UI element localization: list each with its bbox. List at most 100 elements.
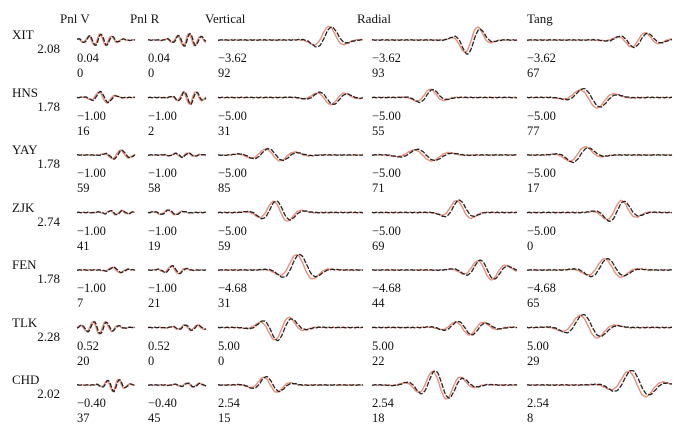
station-distance: 2.02	[37, 386, 60, 401]
observed-trace	[76, 33, 136, 46]
amplitude-label: 0.04	[77, 51, 99, 65]
synthetic-trace	[526, 88, 672, 109]
amplitude-label: −1.00	[77, 166, 106, 180]
station-name: HNS	[12, 84, 39, 100]
observed-trace	[526, 313, 672, 338]
observed-trace	[148, 32, 207, 47]
time-shift-label: 77	[527, 123, 540, 138]
amplitude-label: −4.68	[527, 281, 556, 295]
column-header-pnlr: Pnl R	[130, 11, 160, 26]
observed-trace	[526, 257, 673, 278]
amplitude-label: 0.52	[148, 338, 170, 353]
amplitude-label: 5.00	[218, 338, 240, 353]
time-shift-label: 71	[372, 181, 385, 195]
synthetic-trace	[217, 92, 364, 106]
amplitude-label: −3.62	[372, 51, 401, 65]
amplitude-label: −5.00	[218, 166, 247, 180]
station-distance: 1.78	[37, 156, 60, 171]
observed-trace	[77, 266, 136, 274]
observed-trace	[77, 149, 136, 160]
amplitude-label: −1.00	[148, 108, 177, 123]
observed-trace	[77, 379, 136, 393]
observed-trace	[148, 152, 207, 159]
station-name: ZJK	[12, 199, 35, 215]
time-shift-label: 44	[372, 296, 385, 310]
time-shift-label: 20	[77, 353, 90, 368]
synthetic-trace	[218, 254, 364, 280]
observed-trace	[218, 253, 364, 278]
station-name: XIT	[12, 27, 34, 42]
amplitude-label: −0.40	[77, 396, 106, 410]
amplitude-label: −5.00	[372, 108, 401, 123]
synthetic-trace	[217, 316, 363, 341]
time-shift-label: 0	[527, 238, 534, 253]
observed-trace	[147, 91, 207, 106]
time-shift-label: 65	[527, 296, 540, 310]
amplitude-label: −1.00	[148, 166, 177, 180]
observed-trace	[147, 264, 207, 275]
time-shift-label: 19	[148, 238, 161, 253]
observed-trace	[218, 26, 364, 48]
station-name: CHD	[12, 372, 40, 387]
time-shift-label: 8	[527, 411, 534, 425]
time-shift-label: 41	[77, 238, 90, 253]
synthetic-trace	[218, 25, 364, 46]
time-shift-label: 18	[372, 411, 385, 425]
amplitude-label: −3.62	[527, 51, 556, 65]
amplitude-label: −4.68	[218, 281, 247, 295]
observed-trace	[526, 32, 673, 49]
observed-trace	[526, 87, 672, 108]
amplitude-label: −3.62	[218, 51, 247, 65]
amplitude-label: 0.52	[77, 338, 99, 353]
observed-trace	[147, 324, 207, 331]
time-shift-label: 16	[77, 123, 90, 138]
synthetic-trace	[218, 148, 364, 162]
time-shift-label: 67	[527, 66, 540, 80]
column-header-tang: Tang	[527, 11, 553, 26]
time-shift-label: 59	[77, 181, 90, 195]
station-distance: 1.78	[37, 271, 60, 286]
synthetic-trace	[526, 370, 672, 398]
time-shift-label: 2	[148, 123, 155, 138]
synthetic-trace	[371, 88, 517, 102]
observed-trace	[217, 91, 364, 105]
observed-trace	[526, 369, 673, 396]
synthetic-trace	[217, 200, 363, 222]
time-shift-label: 31	[218, 123, 231, 138]
station-name: YAY	[12, 142, 38, 157]
time-shift-label: 55	[372, 123, 385, 138]
time-shift-label: 69	[372, 238, 385, 253]
amplitude-label: 2.54	[372, 396, 394, 410]
observed-trace	[147, 209, 207, 216]
observed-trace	[217, 318, 363, 342]
observed-trace	[218, 375, 364, 393]
time-shift-label: 0	[77, 66, 84, 80]
synthetic-trace	[371, 321, 518, 336]
observed-trace	[76, 90, 136, 104]
time-shift-label: 58	[148, 181, 161, 195]
time-shift-label: 15	[218, 411, 231, 425]
time-shift-label: 45	[148, 411, 161, 425]
station-distance: 2.74	[37, 213, 60, 229]
amplitude-label: −5.00	[372, 223, 401, 238]
amplitude-label: 2.54	[527, 396, 549, 410]
amplitude-label: −0.40	[148, 396, 177, 410]
waveform-traces	[76, 25, 673, 400]
amplitude-label: −1.00	[77, 223, 106, 238]
amplitude-label: −5.00	[372, 166, 401, 180]
observed-trace	[371, 259, 518, 280]
amplitude-label: −5.00	[218, 223, 247, 238]
amplitude-label: −1.00	[148, 281, 177, 295]
amplitude-label: −5.00	[527, 223, 556, 238]
station-distance: 1.78	[37, 98, 60, 114]
synthetic-trace	[526, 314, 672, 339]
time-shift-label: 93	[372, 66, 385, 80]
station-name: FEN	[12, 257, 37, 272]
time-shift-label: 85	[218, 181, 231, 195]
amplitude-label: −5.00	[218, 108, 247, 123]
amplitude-label: −1.00	[77, 108, 106, 123]
amplitude-label: 5.00	[527, 338, 549, 353]
amplitude-label: 2.54	[218, 396, 240, 410]
observed-trace	[526, 147, 673, 164]
observed-trace	[148, 382, 207, 388]
